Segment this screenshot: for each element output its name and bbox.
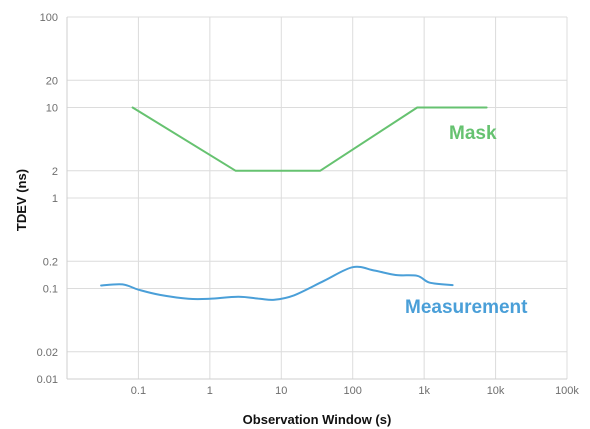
y-tick-label: 0.02 [37, 347, 58, 359]
tick-labels: 100 20 10 2 1 0.2 0.1 0.02 0.01 0.1 1 10 100 1k 10k 100… [37, 12, 580, 397]
series-line-measurement [100, 265, 454, 301]
grid [67, 16, 568, 379]
y-tick-label: 20 [46, 75, 58, 87]
series-line-mask [131, 106, 488, 172]
x-tick-label: 1 [207, 385, 213, 397]
x-tick-label: 10 [275, 385, 287, 397]
series-lines [100, 106, 488, 301]
y-tick-label: 0.2 [43, 256, 58, 268]
x-tick-label: 100k [555, 385, 579, 397]
x-tick-label: 100 [344, 385, 362, 397]
x-axis-title: Observation Window (s) [243, 412, 392, 427]
series-label-mask: Mask [449, 123, 497, 144]
axes [66, 17, 567, 380]
y-axis-title: TDEV (ns) [14, 169, 29, 231]
x-tick-label: 1k [418, 385, 430, 397]
x-tick-label: 10k [487, 385, 505, 397]
y-tick-label: 0.1 [43, 284, 58, 296]
y-tick-label: 0.01 [37, 374, 58, 386]
y-tick-label: 2 [52, 166, 58, 178]
x-tick-label: 0.1 [131, 385, 146, 397]
y-tick-label: 100 [40, 12, 58, 24]
series-label-measurement: Measurement [405, 297, 528, 318]
y-tick-label: 10 [46, 103, 58, 115]
y-tick-label: 1 [52, 193, 58, 205]
